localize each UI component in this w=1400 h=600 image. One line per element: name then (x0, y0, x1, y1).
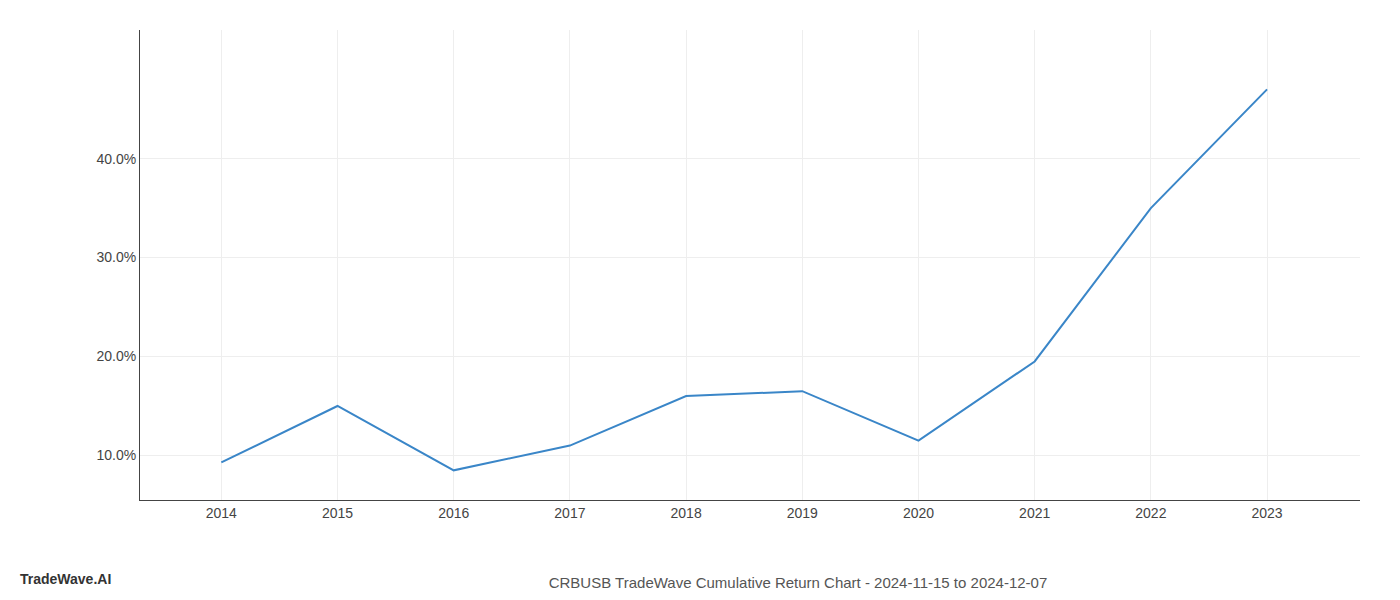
svg-text:2018: 2018 (671, 505, 702, 521)
svg-text:20.0%: 20.0% (96, 348, 136, 364)
svg-text:2017: 2017 (554, 505, 585, 521)
svg-text:40.0%: 40.0% (96, 151, 136, 167)
svg-text:2020: 2020 (903, 505, 934, 521)
svg-text:TradeWave.AI: TradeWave.AI (20, 571, 111, 587)
svg-text:30.0%: 30.0% (96, 249, 136, 265)
svg-text:2022: 2022 (1135, 505, 1166, 521)
svg-text:2023: 2023 (1251, 505, 1282, 521)
svg-text:2021: 2021 (1019, 505, 1050, 521)
svg-text:2016: 2016 (438, 505, 469, 521)
svg-text:10.0%: 10.0% (96, 447, 136, 463)
svg-text:2015: 2015 (322, 505, 353, 521)
svg-text:CRBUSB TradeWave Cumulative Re: CRBUSB TradeWave Cumulative Return Chart… (549, 574, 1048, 591)
svg-text:2019: 2019 (787, 505, 818, 521)
svg-text:2014: 2014 (206, 505, 237, 521)
